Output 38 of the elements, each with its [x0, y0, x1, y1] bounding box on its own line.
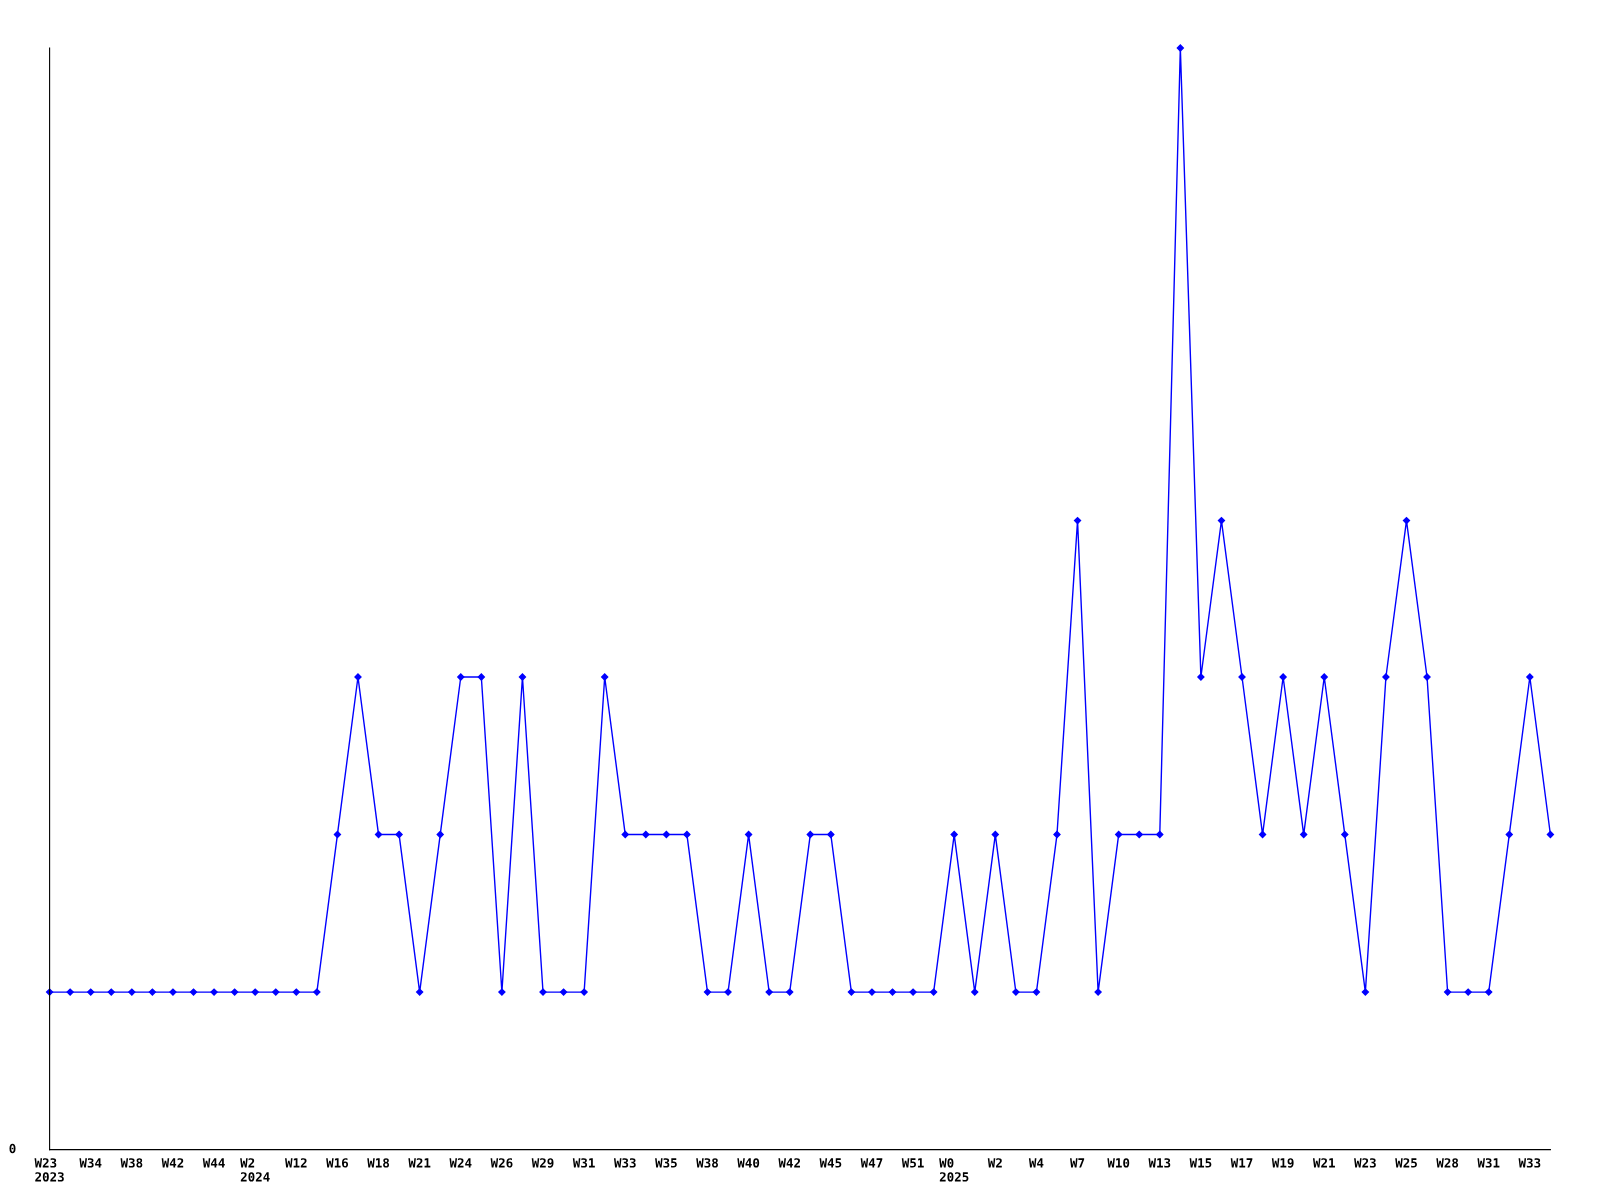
- x-tick-label: W12: [285, 1158, 307, 1168]
- x-tick-label: W42: [778, 1158, 800, 1168]
- x-tick-label: W40: [737, 1158, 760, 1168]
- x-tick-label: W2 2024: [240, 1158, 270, 1182]
- x-tick-label: W28: [1436, 1158, 1459, 1168]
- x-tick-label: W42: [161, 1158, 184, 1168]
- x-tick-label: W4: [1028, 1158, 1044, 1168]
- x-tick-label: W51: [901, 1158, 924, 1168]
- x-tick-label: W15: [1189, 1158, 1212, 1168]
- x-tick-label: W23 2023: [34, 1158, 64, 1182]
- x-tick-label: W47: [860, 1158, 883, 1168]
- x-tick-label: W35: [655, 1158, 677, 1168]
- x-tick-label: W17: [1230, 1158, 1253, 1168]
- x-tick-label: W25: [1395, 1158, 1417, 1168]
- x-tick-label: W38: [120, 1158, 143, 1168]
- x-tick-label: W16: [326, 1158, 349, 1168]
- x-tick-label: W7: [1070, 1158, 1085, 1168]
- x-tick-label: W29: [531, 1158, 554, 1168]
- x-tick-label: W13: [1148, 1158, 1171, 1168]
- x-tick-label: W34: [79, 1158, 102, 1168]
- text: 0: [9, 1143, 16, 1154]
- x-tick-label: W45: [819, 1158, 842, 1168]
- x-tick-label: W44: [202, 1158, 225, 1168]
- x-tick-label: W23: [1354, 1158, 1376, 1168]
- x-tick-label: W33: [613, 1158, 636, 1168]
- x-tick-label: W31: [572, 1158, 595, 1168]
- x-tick-label: W26: [490, 1158, 513, 1168]
- x-tick-label: W21: [408, 1158, 431, 1168]
- x-tick-label: W38: [696, 1158, 718, 1168]
- x-tick-label: W10: [1107, 1158, 1130, 1168]
- x-tick-label: W31: [1477, 1158, 1500, 1168]
- x-tick-label: W33: [1518, 1158, 1541, 1168]
- x-tick-label: W0 2025: [939, 1158, 969, 1182]
- x-tick-label: W21: [1312, 1158, 1335, 1168]
- x-tick-label: W18: [367, 1158, 390, 1168]
- x-tick-label: W2: [987, 1158, 1002, 1168]
- x-tick-label: W24: [449, 1158, 472, 1168]
- x-tick-label: W19: [1271, 1158, 1294, 1168]
